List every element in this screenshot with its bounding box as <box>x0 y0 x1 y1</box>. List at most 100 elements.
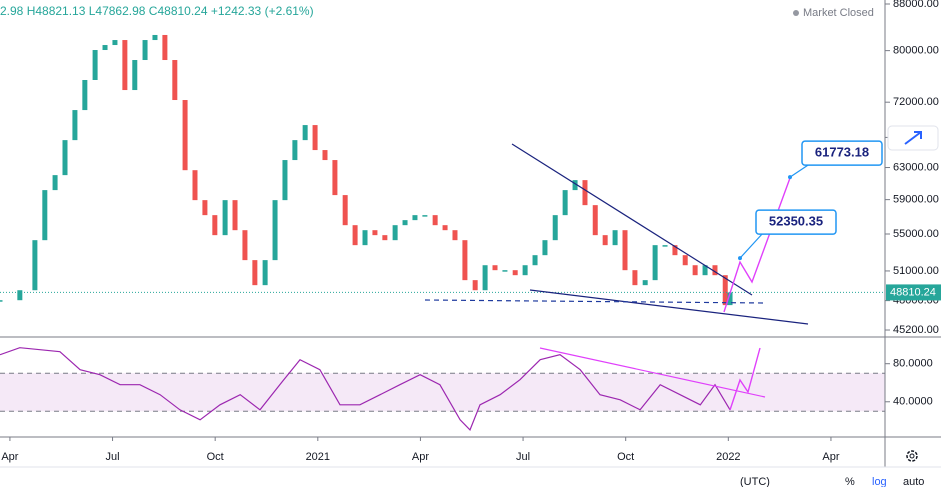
candle <box>112 40 118 46</box>
candle <box>442 225 448 231</box>
candle <box>82 79 88 111</box>
y-tick-label: 80.0000 <box>893 358 933 370</box>
candle <box>52 175 58 191</box>
candle <box>342 195 348 226</box>
candle <box>282 160 288 201</box>
candle <box>712 265 718 276</box>
candle <box>162 34 168 61</box>
callout-leader <box>789 164 809 178</box>
callout-box <box>801 140 883 166</box>
candle <box>412 215 418 221</box>
scroll-button[interactable] <box>887 125 939 151</box>
y-tick-label: 72000.00 <box>893 96 939 108</box>
settings[interactable] <box>906 450 918 462</box>
candle <box>722 275 728 306</box>
last-price-tag <box>886 284 941 301</box>
auto-toggle[interactable]: auto <box>903 476 924 487</box>
candle <box>532 255 538 266</box>
log-toggle[interactable]: log <box>872 476 887 487</box>
candle <box>0 300 3 302</box>
trend-line <box>529 289 809 325</box>
y-tick-label: 45200.00 <box>893 324 939 336</box>
candle <box>232 200 238 231</box>
x-tick-label: Apr <box>1 451 18 463</box>
y-tick-label: 40.0000 <box>893 396 933 408</box>
candle <box>642 280 648 286</box>
candle <box>662 245 668 247</box>
rsi-trend-line <box>539 347 766 398</box>
x-tick-label: Apr <box>822 451 839 463</box>
candle <box>702 265 708 276</box>
candle <box>352 225 358 246</box>
candle <box>452 230 458 241</box>
x-tick-label: 2022 <box>716 451 740 463</box>
candle <box>252 260 258 286</box>
candle <box>192 170 198 201</box>
candle <box>212 215 218 236</box>
x-tick-label: Apr <box>412 451 429 463</box>
candle <box>542 240 548 256</box>
candle <box>522 265 528 276</box>
candle <box>362 230 368 246</box>
y-tick-label: 59000.00 <box>893 194 939 206</box>
candle <box>322 150 328 161</box>
candle <box>552 215 558 241</box>
y-tick-label: 51000.00 <box>893 265 939 277</box>
last-price-label: 48810.24 <box>890 286 936 298</box>
candle <box>602 235 608 246</box>
candle <box>652 245 658 281</box>
candle <box>392 225 398 241</box>
candle <box>122 40 128 91</box>
candle <box>202 200 208 216</box>
candle <box>672 245 678 256</box>
ohlc: 2.98 H48821.13 L47862.98 C48810.24 +1242… <box>0 4 314 18</box>
candle <box>622 230 628 271</box>
percent-toggle[interactable]: % <box>845 476 855 487</box>
gear-center[interactable] <box>909 453 915 459</box>
candle <box>502 270 508 272</box>
candle <box>692 265 698 276</box>
x-tick-label: Oct <box>207 451 224 463</box>
callout-box <box>755 209 837 235</box>
candle <box>332 160 338 196</box>
candle <box>292 140 298 161</box>
rsi-projection <box>729 347 761 411</box>
candle <box>32 240 38 291</box>
candle <box>582 180 588 206</box>
y-tick-label: 80000.00 <box>893 45 939 57</box>
y-tick-label: 88000.00 <box>893 0 939 10</box>
timezone[interactable]: (UTC) <box>740 476 770 487</box>
candle <box>272 200 278 261</box>
candle <box>92 50 98 80</box>
callout-tip <box>788 175 792 180</box>
candle <box>222 200 228 236</box>
market-status: Market Closed <box>803 7 874 19</box>
candle <box>682 255 688 266</box>
y-tick-label: 55000.00 <box>893 228 939 240</box>
candle <box>632 270 638 286</box>
gear-icon[interactable] <box>906 450 918 462</box>
x-tick-label: Jul <box>106 451 120 463</box>
candle <box>182 100 188 171</box>
trend-line <box>511 143 753 296</box>
candle <box>72 110 78 141</box>
candle <box>372 230 378 236</box>
x-tick-label: Jul <box>516 451 530 463</box>
candle <box>262 260 268 286</box>
callout-leader <box>739 233 763 259</box>
candle <box>17 290 23 301</box>
support-line <box>424 299 766 304</box>
callout-label: 52350.35 <box>769 214 823 229</box>
candle <box>132 60 138 91</box>
button-icon[interactable] <box>904 131 922 145</box>
x-tick-label: Oct <box>617 451 634 463</box>
candle <box>727 292 733 306</box>
rsi-line <box>0 347 731 431</box>
candle <box>492 265 498 271</box>
candle <box>512 270 518 276</box>
candle <box>242 230 248 261</box>
candle <box>462 240 468 281</box>
candle <box>422 215 428 217</box>
